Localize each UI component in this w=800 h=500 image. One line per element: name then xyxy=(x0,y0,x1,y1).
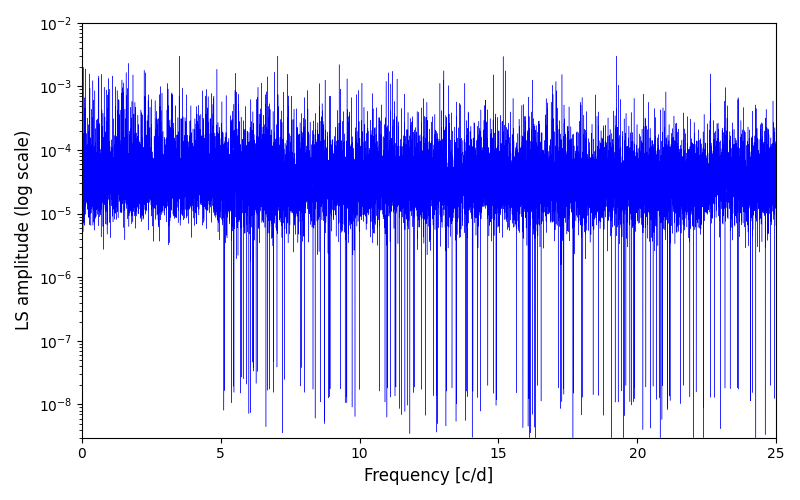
Y-axis label: LS amplitude (log scale): LS amplitude (log scale) xyxy=(15,130,33,330)
X-axis label: Frequency [c/d]: Frequency [c/d] xyxy=(364,467,494,485)
